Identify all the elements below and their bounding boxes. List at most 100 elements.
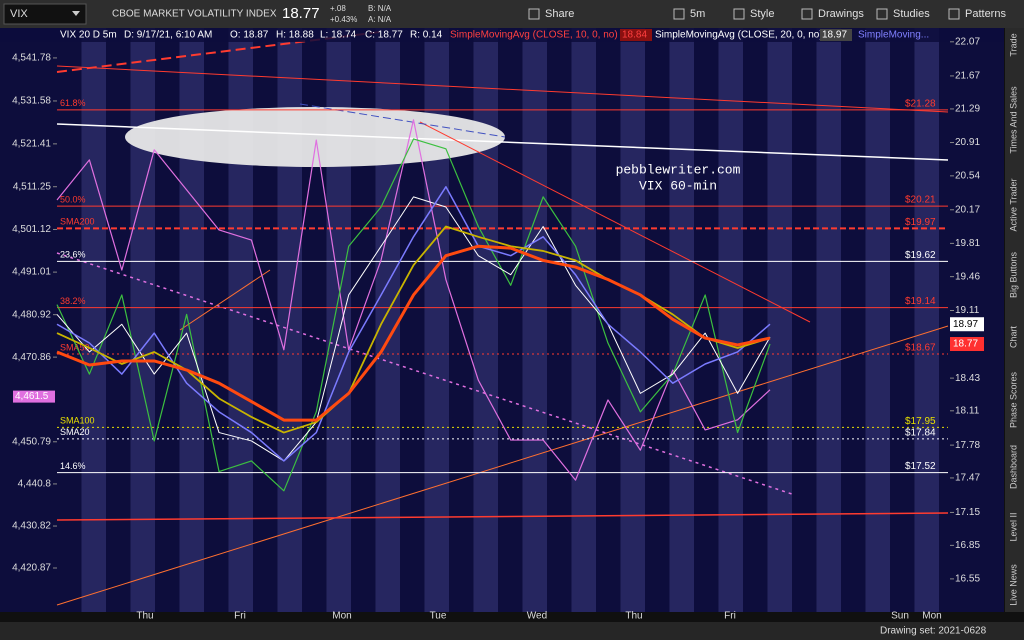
price-tag-label: 18.77 (953, 339, 978, 350)
y-tick-label: 4,470.86 (12, 352, 51, 363)
toolbar-button[interactable]: Studies (893, 8, 930, 20)
level-name: 61.8% (60, 98, 86, 108)
toolbar-button[interactable]: Patterns (965, 8, 1006, 20)
sidebar-tab[interactable]: Trade (1008, 33, 1018, 56)
y-tick-label: 4,480.92 (12, 309, 51, 320)
drawing-set[interactable]: Drawing set: 2021-0628 (880, 626, 987, 637)
level-value: $17.52 (905, 461, 936, 472)
level-name: SMA200 (60, 217, 95, 227)
y-last-tag (13, 390, 55, 403)
change-pct: +0.43% (330, 15, 357, 24)
level-value: $18.67 (905, 343, 936, 354)
sidebar-tab[interactable]: Phase Scores (1008, 371, 1018, 428)
info-item: SimpleMoving... (858, 30, 929, 41)
time-stripe (816, 28, 841, 612)
y-last-label: 4,461.5 (15, 391, 49, 402)
trendline (419, 121, 811, 323)
y-tick-label: 4,491.01 (12, 267, 51, 278)
level-value: $19.97 (905, 217, 936, 228)
level-name: 38.2% (60, 296, 86, 306)
x-tick-label: Wed (527, 611, 547, 622)
symbol-box[interactable] (3, 3, 87, 25)
y-tick-label: 4,521.41 (12, 139, 51, 150)
level-name: 14.6% (60, 461, 86, 471)
bid: B: N/A (368, 4, 392, 13)
annotation: VIX 60-min (639, 178, 717, 193)
time-stripe (571, 28, 596, 612)
y-tick-label: 4,501.12 (12, 224, 51, 235)
symbol: VIX (10, 8, 28, 20)
level-name: SMA100 (60, 416, 95, 426)
y-tick-label: 4,511.25 (13, 181, 52, 192)
description: CBOE MARKET VOLATILITY INDEX (112, 9, 277, 20)
toolbar-icon (673, 8, 685, 20)
ask: A: N/A (368, 15, 392, 24)
change: +.08 (330, 4, 346, 13)
sidebar-tab[interactable]: Chart (1008, 326, 1018, 349)
level-name: 23.6% (60, 250, 86, 260)
y2-tick-label: 20.91 (955, 137, 980, 148)
price-tag (950, 317, 984, 332)
level-value: $20.21 (905, 195, 936, 206)
level-name: SMA20 (60, 427, 90, 437)
y2-tick-label: 18.11 (955, 405, 980, 416)
time-stripe (130, 28, 155, 612)
toolbar-button[interactable]: Drawings (818, 8, 864, 20)
x-tick-label: Sun (891, 611, 909, 622)
y2-tick-label: 17.47 (955, 473, 980, 484)
toolbar-button[interactable]: 5m (690, 8, 705, 20)
time-stripe (914, 28, 939, 612)
x-tick-label: Fri (724, 611, 736, 622)
toolbar-icon (528, 8, 540, 20)
info-item: C: 18.77 (365, 30, 403, 41)
trendline (299, 103, 506, 138)
time-stripe (865, 28, 890, 612)
x-tick-label: Mon (922, 611, 941, 622)
y2-tick-label: 17.15 (955, 507, 980, 518)
sidebar-tab[interactable]: Dashboard (1008, 445, 1018, 489)
price-tag-label: 18.97 (953, 319, 978, 330)
info-value-box (620, 29, 652, 41)
toolbar-icon (876, 8, 888, 20)
level-name: 50.0% (60, 194, 86, 204)
sidebar-tab[interactable]: Active Trader (1008, 178, 1018, 231)
info-item: L: 18.74 (320, 30, 357, 41)
y2-tick-label: 20.17 (955, 204, 980, 215)
plot (0, 28, 1004, 612)
toolbar (0, 0, 1024, 28)
sidebar-tab[interactable]: Live News (1008, 564, 1018, 606)
toolbar-button[interactable]: Style (750, 8, 774, 20)
price-tag (950, 337, 984, 352)
trendline (56, 325, 949, 606)
y-tick-label: 4,541.78 (12, 53, 51, 64)
time-stripe (81, 28, 106, 612)
x-tick-label: Fri (234, 611, 246, 622)
y2-tick-label: 16.85 (955, 540, 980, 551)
sidebar-tab[interactable]: Level II (1008, 512, 1018, 541)
y-tick-label: 4,430.82 (12, 521, 51, 532)
level-value: $17.95 (905, 416, 936, 427)
y2-tick-label: 17.78 (955, 440, 980, 451)
drawings (56, 31, 949, 606)
series-line (56, 196, 771, 462)
info-item: R: 0.14 (410, 30, 443, 41)
y2-tick-label: 19.11 (955, 305, 980, 316)
trendline (56, 512, 949, 521)
y2-tick-label: 16.55 (955, 574, 980, 585)
y2-tick-label: 22.07 (955, 36, 980, 47)
sidebar-tab[interactable]: Big Buttons (1008, 251, 1018, 298)
x-tick-label: Thu (625, 611, 642, 622)
toolbar-button[interactable]: Share (545, 8, 574, 20)
y2-tick-label: 19.46 (955, 271, 980, 282)
sidebar-tab[interactable]: Times And Sales (1008, 86, 1018, 154)
time-stripe (620, 28, 645, 612)
level-name: SMA50 (60, 342, 90, 352)
info-item: O: 18.87 (230, 30, 269, 41)
y2-tick-label: 21.29 (955, 104, 980, 115)
level-value: $19.62 (905, 250, 936, 261)
time-stripe (718, 28, 743, 612)
dropdown-icon (72, 11, 80, 16)
info-value-box (820, 29, 852, 41)
series-line (56, 244, 771, 422)
